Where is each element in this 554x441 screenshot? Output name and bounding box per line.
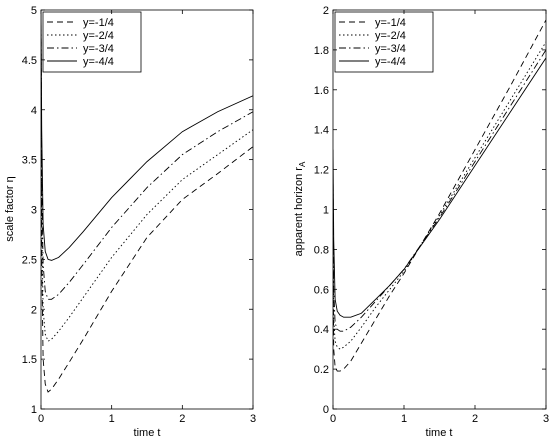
- right-y-tick-label: 1: [323, 205, 329, 217]
- left-y-tick-label: 1: [31, 404, 37, 416]
- right-legend-label-1: y=-1/4: [375, 17, 406, 29]
- right-y-tick-label: 0.4: [314, 324, 329, 336]
- right-y-tick-label: 0.8: [314, 244, 329, 256]
- right-series-line-4: [333, 57, 546, 318]
- right-y-tick-label: 1.2: [314, 165, 329, 177]
- right-y-tick-label: 0: [323, 404, 329, 416]
- right-y-tick-label: 0.2: [314, 364, 329, 376]
- left-legend-label-1: y=-1/4: [83, 17, 114, 29]
- right-legend: y=-1/4y=-2/4y=-3/4y=-4/4: [334, 11, 434, 73]
- left-y-tick-label: 4.5: [22, 55, 37, 67]
- right-series-line-2: [333, 41, 546, 350]
- left-series-line-4: [41, 10, 253, 261]
- left-y-tick-label: 5: [31, 5, 37, 17]
- left-series-line-1: [41, 10, 253, 393]
- left-legend-label-2: y=-2/4: [83, 30, 114, 42]
- right-y-tick-label: 1.4: [314, 125, 329, 137]
- left-x-tick-label: 0: [38, 413, 44, 425]
- left-y-tick-label: 3: [31, 205, 37, 217]
- right-x-tick-label: 3: [543, 413, 549, 425]
- right-y-tick-label: 1.8: [314, 45, 329, 57]
- right-x-axis-label: time t: [426, 427, 453, 439]
- left-x-tick-label: 2: [179, 413, 185, 425]
- right-x-tick-label: 1: [401, 413, 407, 425]
- right-series-line-1: [333, 19, 546, 372]
- left-legend-label-4: y=-4/4: [83, 56, 114, 68]
- left-x-tick-label: 3: [250, 413, 256, 425]
- left-y-tick-label: 4: [31, 105, 37, 117]
- right-y-axis-label-subscript: A: [298, 161, 307, 167]
- left-legend-label-3: y=-3/4: [83, 43, 114, 55]
- left-chart-panel: time t scale factor η y=-1/4y=-2/4y=-3/4…: [4, 5, 256, 439]
- right-y-tick-label: 2: [323, 5, 329, 17]
- left-series-line-3: [41, 10, 253, 300]
- right-y-tick-label: 0.6: [314, 284, 329, 296]
- left-y-tick-label: 3.5: [22, 155, 37, 167]
- right-y-axis-label-main: apparent horizon r: [293, 167, 305, 257]
- right-series-line-3: [333, 49, 546, 332]
- right-legend-label-3: y=-3/4: [375, 43, 406, 55]
- left-legend: y=-1/4y=-2/4y=-3/4y=-4/4: [42, 11, 142, 73]
- left-y-axis-label: scale factor η: [4, 176, 16, 241]
- right-x-tick-label: 2: [472, 413, 478, 425]
- right-y-tick-label: 1.6: [314, 85, 329, 97]
- right-y-axis-label: apparent horizon rA: [293, 161, 307, 256]
- right-legend-label-2: y=-2/4: [375, 30, 406, 42]
- right-legend-label-4: y=-4/4: [375, 56, 406, 68]
- left-x-tick-label: 1: [109, 413, 115, 425]
- right-x-tick-label: 0: [330, 413, 336, 425]
- left-y-tick-label: 2.5: [22, 254, 37, 266]
- left-series-group: [41, 10, 253, 393]
- left-x-axis-label: time t: [134, 427, 161, 439]
- right-chart-panel: time t apparent horizon rA y=-1/4y=-2/4y…: [293, 5, 549, 439]
- right-series-group: [333, 19, 546, 372]
- left-y-tick-label: 2: [31, 304, 37, 316]
- left-y-tick-label: 1.5: [22, 354, 37, 366]
